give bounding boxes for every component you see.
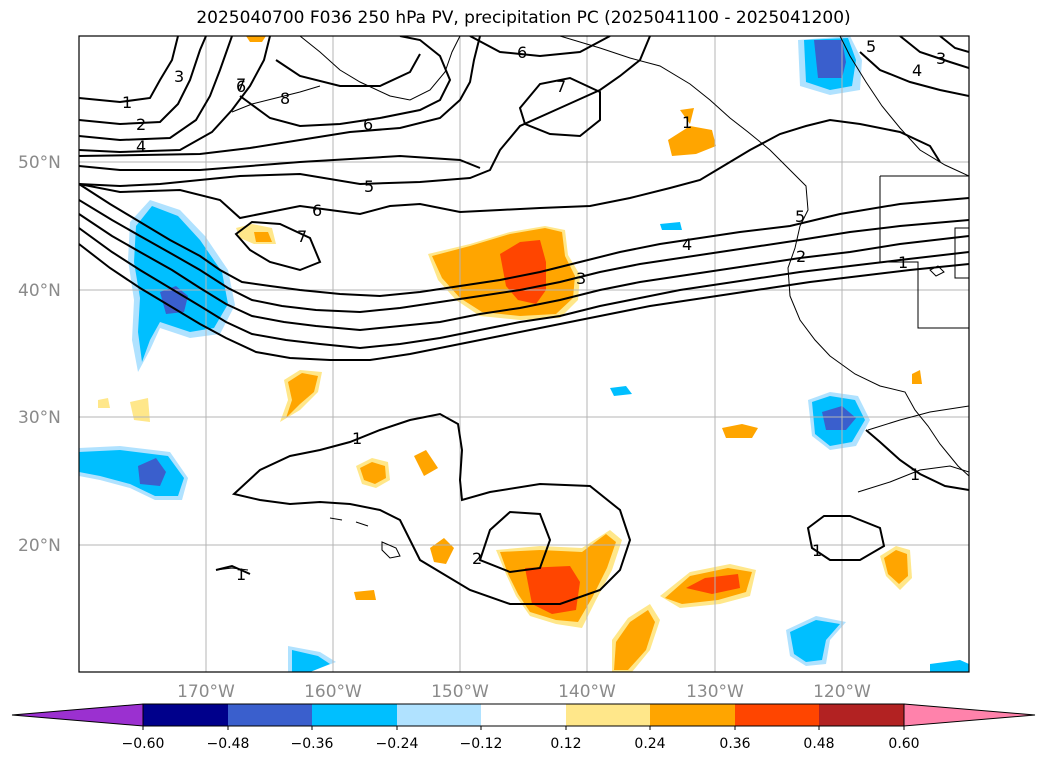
svg-text:20°N: 20°N — [18, 536, 61, 556]
colorbar-segment — [735, 704, 819, 726]
colorbar-tick-label: −0.24 — [376, 736, 419, 752]
svg-text:1: 1 — [910, 465, 920, 484]
colorbar-tick-label: −0.12 — [460, 736, 503, 752]
colorbar-segment — [481, 704, 566, 726]
colorbar-extend-left — [11, 703, 144, 727]
map-plot-area: 1 2 3 4 6 7 8 5 6 7 6 7 5 4 3 2 1 3 5 4 … — [79, 36, 969, 672]
svg-text:3: 3 — [174, 67, 184, 86]
latitude-labels: 50°N 40°N 30°N 20°N — [18, 153, 61, 556]
svg-text:7: 7 — [556, 77, 566, 96]
svg-text:50°N: 50°N — [18, 153, 61, 173]
map-frame — [78, 35, 970, 673]
svg-text:1: 1 — [812, 541, 822, 560]
svg-text:1: 1 — [682, 113, 692, 132]
svg-text:1: 1 — [352, 429, 362, 448]
graticule — [79, 36, 969, 672]
colorbar-segment — [397, 704, 481, 726]
colorbar-tick-label: 0.36 — [719, 736, 750, 752]
coastlines — [215, 36, 969, 571]
svg-text:8: 8 — [280, 89, 290, 108]
svg-text:40°N: 40°N — [18, 281, 61, 301]
svg-text:160°W: 160°W — [304, 682, 362, 702]
svg-text:2: 2 — [472, 549, 482, 568]
svg-text:7: 7 — [297, 227, 307, 246]
colorbar-segment — [228, 704, 312, 726]
svg-text:4: 4 — [912, 61, 922, 80]
svg-text:6: 6 — [200, 195, 210, 214]
svg-text:1: 1 — [910, 465, 920, 484]
colorbar-segment — [650, 704, 735, 726]
colorbar-tick-label: 0.48 — [803, 736, 834, 752]
svg-text:2: 2 — [136, 115, 146, 134]
svg-text:5: 5 — [866, 37, 876, 56]
svg-text:3: 3 — [936, 49, 946, 68]
map-title: 2025040700 F036 250 hPa PV, precipitatio… — [196, 8, 851, 28]
svg-text:3: 3 — [576, 269, 586, 288]
svg-text:5: 5 — [795, 207, 805, 226]
colorbar-tick-label: 0.60 — [888, 736, 919, 752]
svg-text:6: 6 — [517, 43, 527, 62]
colorbar-segment — [819, 704, 904, 726]
svg-text:130°W: 130°W — [686, 682, 744, 702]
colorbar: −0.60 −0.48 −0.36 −0.24 −0.12 0.12 0.24 0.36 0.4… — [11, 703, 1036, 752]
svg-text:6: 6 — [312, 201, 322, 220]
longitude-labels: 170°W 160°W 150°W 140°W 130°W 120°W — [177, 682, 871, 702]
pv-contours — [79, 36, 969, 605]
svg-text:150°W: 150°W — [431, 682, 489, 702]
colorbar-tick-label: 0.24 — [634, 736, 665, 752]
svg-text:4: 4 — [682, 235, 692, 254]
colorbar-frame — [142, 703, 905, 727]
colorbar-segment — [566, 704, 650, 726]
colorbar-tick-label: −0.36 — [291, 736, 334, 752]
svg-text:5: 5 — [364, 177, 374, 196]
contour-labels: 1 2 3 4 6 7 8 5 6 7 6 7 5 4 3 2 1 3 5 4 … — [122, 37, 946, 584]
colorbar-tick-label: −0.48 — [207, 736, 250, 752]
svg-text:30°N: 30°N — [18, 408, 61, 428]
negative-anomaly-fill — [79, 36, 969, 672]
svg-text:6: 6 — [236, 77, 246, 96]
svg-text:6: 6 — [363, 115, 373, 134]
svg-text:120°W: 120°W — [813, 682, 871, 702]
colorbar-segment — [312, 704, 397, 726]
svg-text:170°W: 170°W — [177, 682, 235, 702]
colorbar-extend-right — [903, 703, 1036, 727]
svg-text:140°W: 140°W — [558, 682, 616, 702]
colorbar-segment — [143, 704, 228, 726]
svg-text:7: 7 — [236, 75, 246, 94]
svg-text:1: 1 — [236, 565, 246, 584]
colorbar-tick-label: 0.12 — [550, 736, 581, 752]
colorbar-tick-label: −0.60 — [122, 736, 165, 752]
svg-text:1: 1 — [898, 253, 908, 272]
svg-text:2: 2 — [796, 247, 806, 266]
svg-text:1: 1 — [122, 93, 132, 112]
svg-text:4: 4 — [136, 137, 146, 156]
